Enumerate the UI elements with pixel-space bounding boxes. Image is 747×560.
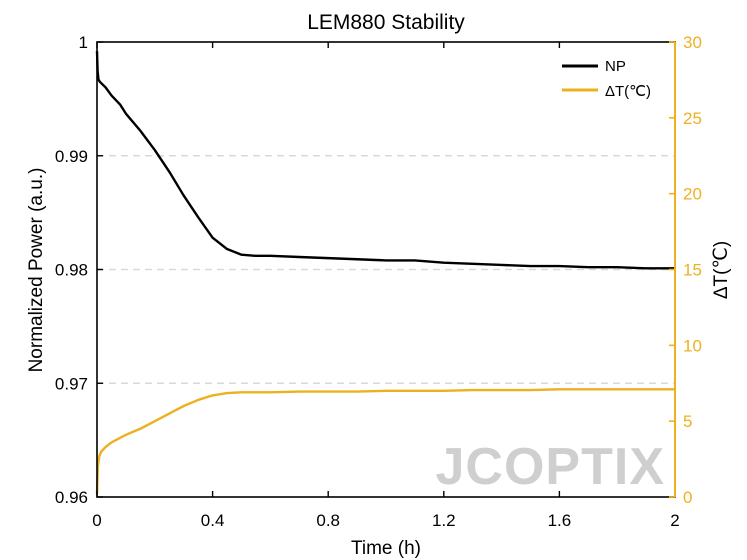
y2-tick-label-0: 0 <box>683 488 692 507</box>
x-axis-title: Time (h) <box>351 538 421 559</box>
x-tick-label-2: 0.8 <box>316 511 340 530</box>
y-tick-label-2: 0.98 <box>55 261 88 280</box>
y2-tick-label-6: 30 <box>683 33 702 52</box>
legend: NP ΔT(℃) <box>562 58 651 100</box>
axes: 0 0.4 0.8 1.2 1.6 20.960.970.980.991051015202… <box>55 33 702 530</box>
legend-label-np: NP <box>605 58 626 75</box>
series-lines <box>95 51 675 495</box>
x-tick-label-0: 0 <box>92 511 101 530</box>
watermark: JCOPTIX <box>436 438 666 496</box>
y-tick-label-3: 0.99 <box>55 147 88 166</box>
x-tick-label-3: 1.2 <box>432 511 456 530</box>
chart-title: LEM880 Stability <box>307 11 465 34</box>
y-tick-label-4: 1 <box>79 33 88 52</box>
x-tick-label-5: 2 <box>670 511 679 530</box>
y-tick-label-0: 0.96 <box>55 488 88 507</box>
y2-tick-label-5: 25 <box>683 109 702 128</box>
y2-tick-label-2: 10 <box>683 336 702 355</box>
series-line-dt <box>95 388 675 495</box>
y2-tick-label-3: 15 <box>683 261 702 280</box>
legend-label-dt: ΔT(℃) <box>605 83 651 100</box>
y-axis-title: Normalized Power (a.u.) <box>26 168 47 373</box>
series-line-np <box>95 51 675 270</box>
y2-tick-label-4: 20 <box>683 185 702 204</box>
grid-lines <box>97 154 675 385</box>
x-tick-label-1: 0.4 <box>201 511 225 530</box>
y2-axis-title: ΔT(℃) <box>711 241 732 299</box>
y2-tick-label-1: 5 <box>683 412 692 431</box>
x-tick-label-4: 1.6 <box>548 511 572 530</box>
y-tick-label-1: 0.97 <box>55 374 88 393</box>
